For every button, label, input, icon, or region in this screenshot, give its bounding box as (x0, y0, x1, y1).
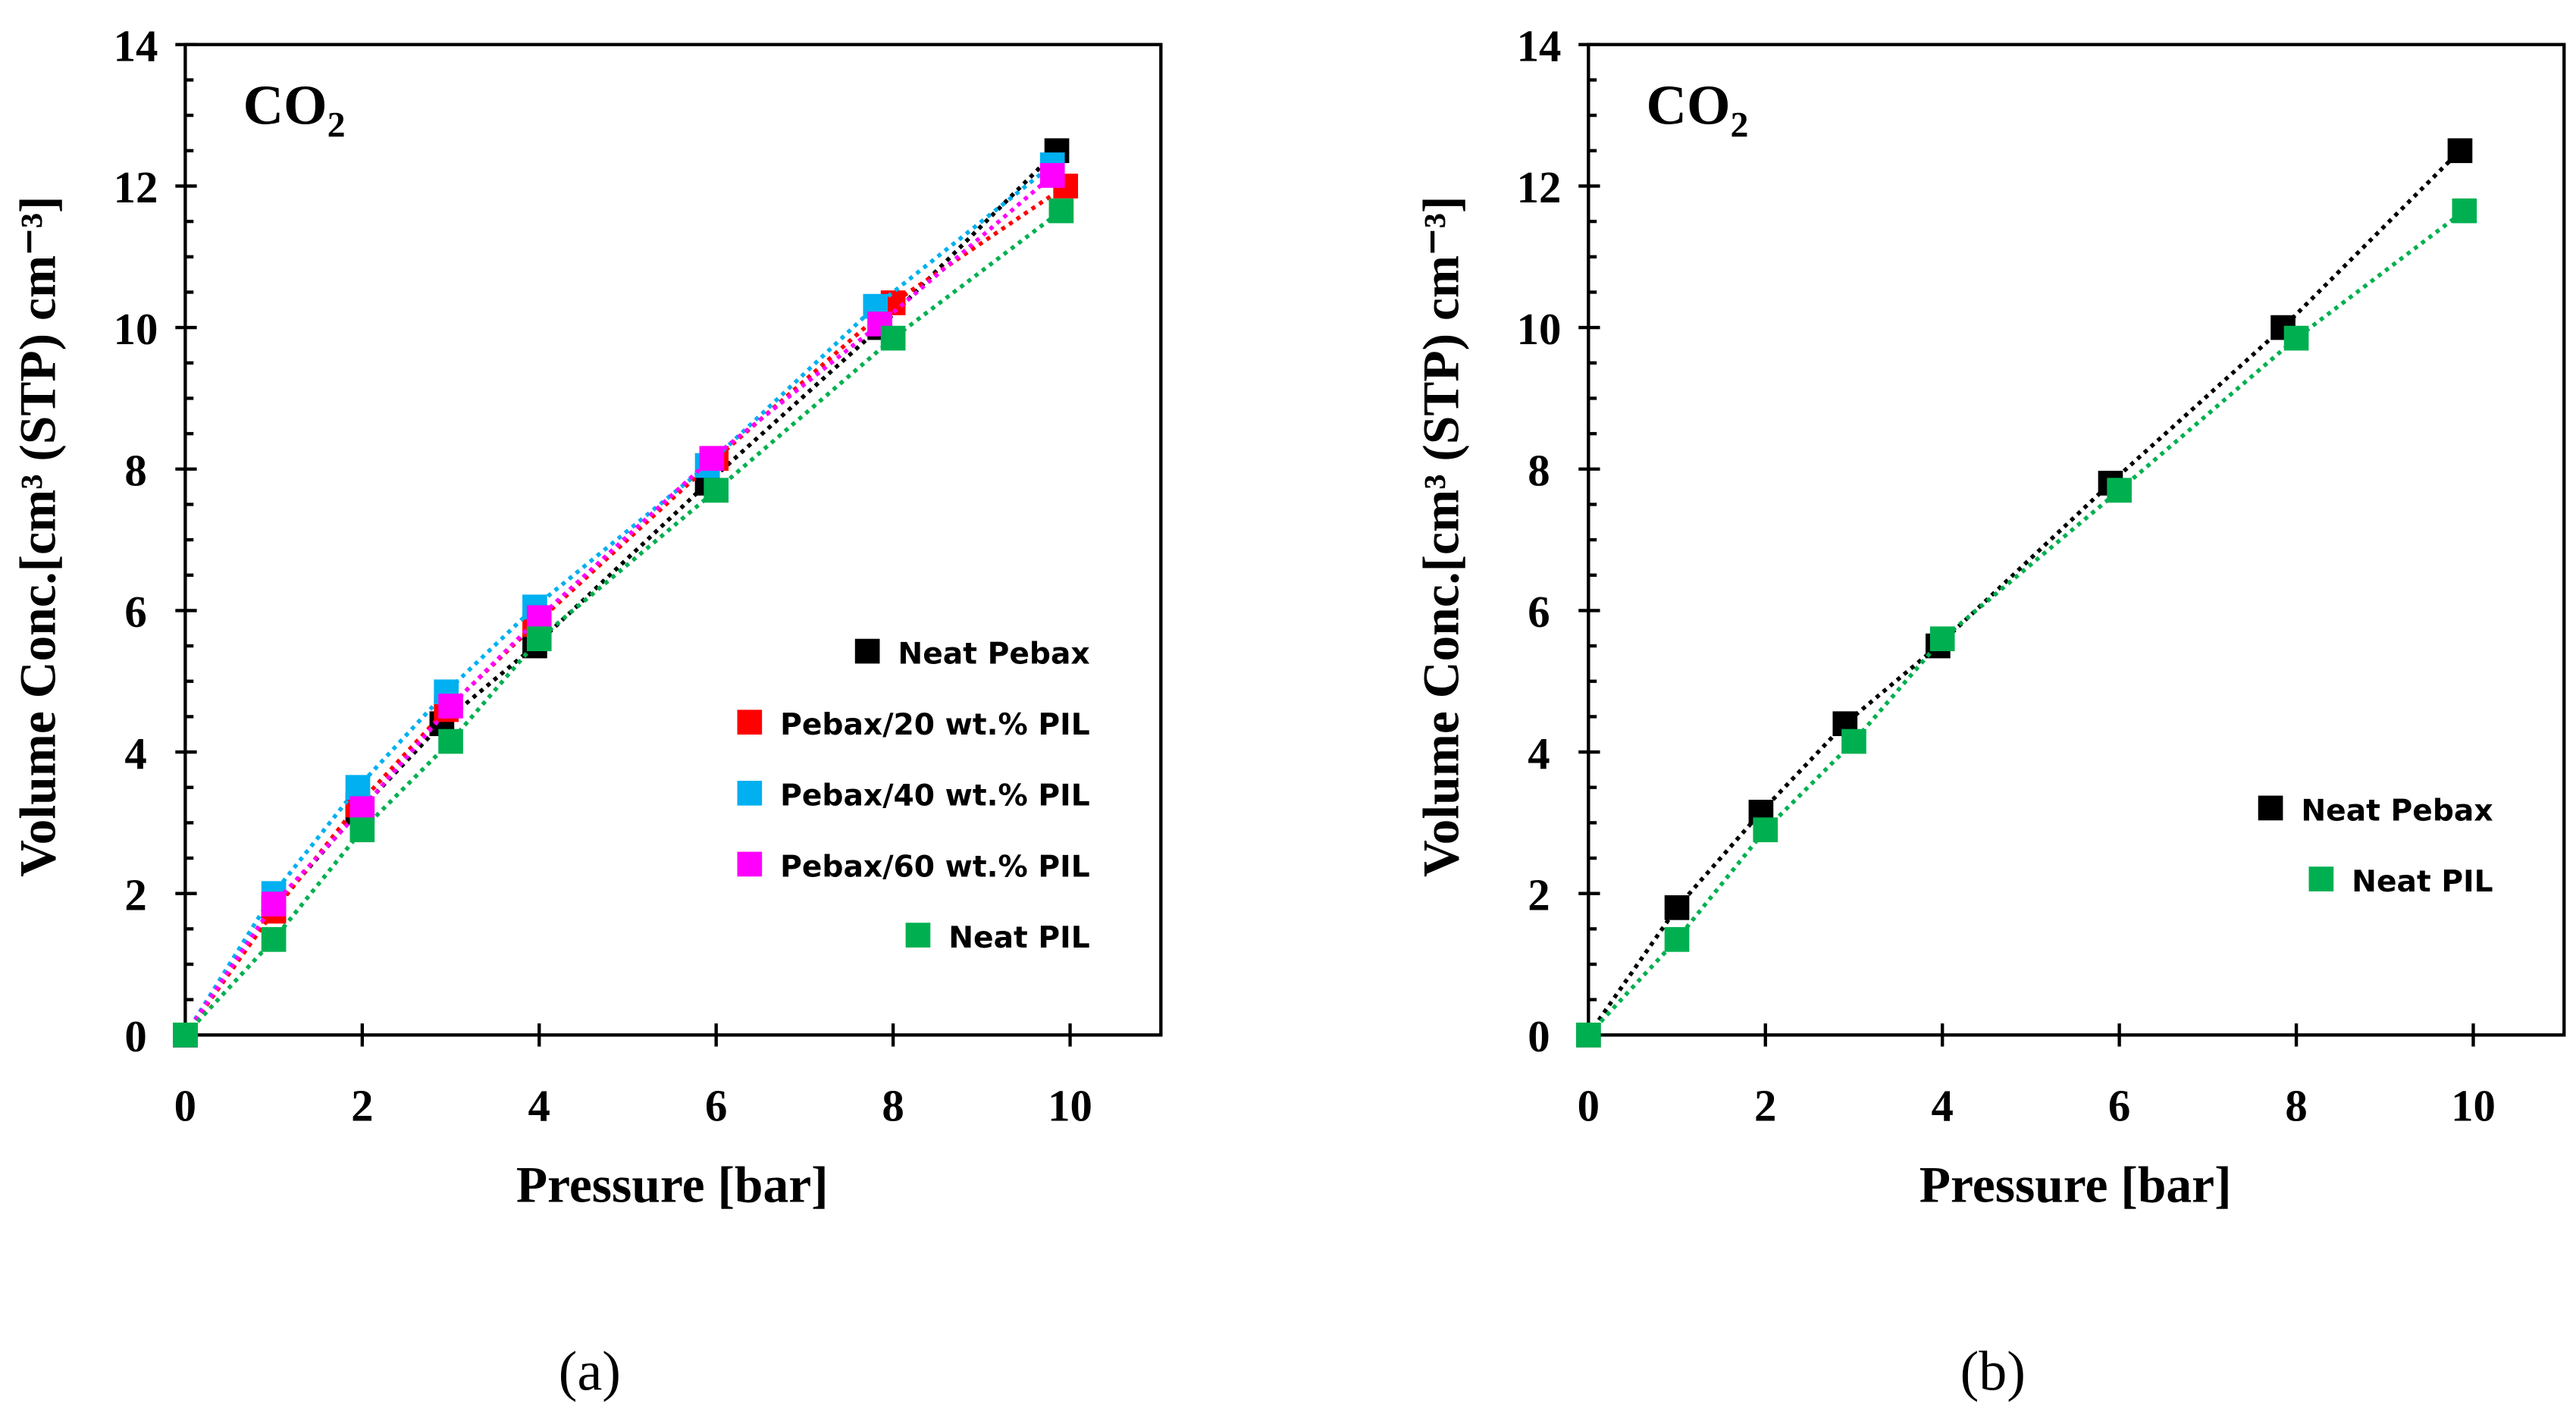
x-tick-label: 10 (2451, 1082, 2496, 1131)
legend-marker (737, 780, 763, 806)
legend-marker (905, 923, 931, 948)
chart-title-subscript: 2 (327, 105, 346, 146)
data-point (1664, 895, 1690, 920)
series-line (183, 163, 1054, 1036)
series-neat-pil (1575, 198, 2477, 1048)
data-point (1753, 817, 1778, 843)
data-point (880, 325, 906, 351)
data-point (438, 694, 463, 719)
series-line (183, 149, 1058, 1036)
x-tick-label: 8 (2285, 1082, 2307, 1131)
series-pebax-40-wt-pil (173, 152, 1065, 1048)
y-tick-label: 6 (124, 587, 146, 637)
x-axis-label: Pressure [bar] (516, 1156, 829, 1213)
legend-marker (2308, 866, 2334, 891)
y-axis-label: Volume Conc.[cm³ (STP) cm⁻³] (1412, 196, 1469, 876)
legend-marker (737, 710, 763, 735)
legend-label: Neat Pebax (2301, 794, 2493, 828)
y-tick-label: 10 (1517, 305, 1562, 354)
data-point (349, 817, 375, 843)
series-line (183, 184, 1067, 1036)
series-pebax-60-wt-pil (173, 163, 1065, 1048)
chart-panel-a: 0 2 4 6 8 10 12 14 0 2 4 6 8 10 Pressure [bar] Volume C… (9, 22, 1163, 1403)
panel-label: (a) (559, 1341, 621, 1403)
series-pebax-20-wt-pil (173, 174, 1079, 1048)
data-point (438, 728, 463, 754)
data-point (2107, 478, 2132, 503)
panel-label: (b) (1960, 1341, 2026, 1403)
chart-title-subscript: 2 (1731, 105, 1749, 146)
data-point (1664, 927, 1690, 952)
legend-label: Pebax/40 wt.% PIL (780, 779, 1090, 813)
chart-title-main: CO (243, 74, 327, 136)
series-line (1587, 208, 2466, 1037)
x-tick-label: 4 (528, 1082, 550, 1131)
x-tick-label: 6 (2108, 1082, 2130, 1131)
data-point (526, 626, 552, 652)
x-tick-label: 0 (174, 1082, 196, 1131)
series-neat-pil (173, 198, 1074, 1048)
series-neat-pebax (1575, 138, 2473, 1048)
x-axis-label: Pressure [bar] (1919, 1156, 2232, 1213)
x-tick-label: 0 (1578, 1082, 1600, 1131)
chart-title-main: CO (1647, 74, 1731, 136)
data-point (2283, 325, 2309, 351)
y-tick-label: 12 (114, 163, 158, 212)
y-tick-label: 2 (1528, 870, 1550, 920)
y-tick-label: 8 (1528, 446, 1550, 496)
legend-label: Pebax/20 wt.% PIL (780, 708, 1090, 742)
chart-title: CO2 (1647, 74, 1749, 145)
chart-title: CO2 (243, 74, 346, 145)
data-point (1929, 626, 1955, 652)
y-axis-label: Volume Conc.[cm³ (STP) cm⁻³] (9, 196, 66, 876)
data-point (704, 478, 729, 503)
x-tick-label: 2 (351, 1082, 373, 1131)
legend-label: Neat PIL (2352, 865, 2493, 899)
chart-panel-b: 0 2 4 6 8 10 12 14 0 2 4 6 8 10 Pressure [bar] Volume C… (1412, 22, 2566, 1403)
legend-marker (737, 851, 763, 877)
data-point (526, 605, 552, 631)
y-tick-label: 14 (1517, 22, 1562, 71)
data-point (261, 927, 287, 952)
series-line (183, 174, 1054, 1036)
legend-label: Neat Pebax (898, 637, 1089, 671)
legend-marker (2258, 795, 2283, 821)
y-tick-label: 10 (114, 305, 158, 354)
x-tick-label: 6 (705, 1082, 727, 1131)
y-tick-label: 6 (1528, 587, 1550, 637)
legend-label: Neat PIL (948, 921, 1089, 955)
data-point (1841, 728, 1866, 754)
data-point (2452, 198, 2477, 224)
y-tick-label: 0 (1528, 1012, 1550, 1061)
data-point (261, 891, 287, 917)
data-point (2447, 138, 2473, 164)
x-tick-label: 8 (882, 1082, 904, 1131)
y-tick-label: 2 (124, 870, 146, 920)
legend-label: Pebax/60 wt.% PIL (780, 850, 1090, 884)
series-line (1587, 149, 2462, 1036)
data-point (173, 1023, 198, 1048)
y-tick-label: 14 (114, 22, 158, 71)
x-tick-label: 10 (1048, 1082, 1092, 1131)
data-point (699, 446, 725, 472)
data-point (1039, 163, 1065, 188)
data-point (1048, 198, 1074, 224)
series-line (183, 208, 1063, 1037)
y-tick-label: 4 (1528, 729, 1550, 779)
legend-marker (854, 638, 880, 664)
y-tick-label: 8 (124, 446, 146, 496)
plot-frame (183, 42, 1163, 1037)
y-tick-label: 12 (1517, 163, 1562, 212)
y-tick-label: 4 (124, 729, 146, 779)
data-point (1575, 1023, 1601, 1048)
data-point (349, 796, 375, 822)
x-tick-label: 2 (1754, 1082, 1776, 1131)
data-point (345, 775, 371, 800)
x-tick-label: 4 (1931, 1082, 1953, 1131)
y-tick-label: 0 (124, 1012, 146, 1061)
